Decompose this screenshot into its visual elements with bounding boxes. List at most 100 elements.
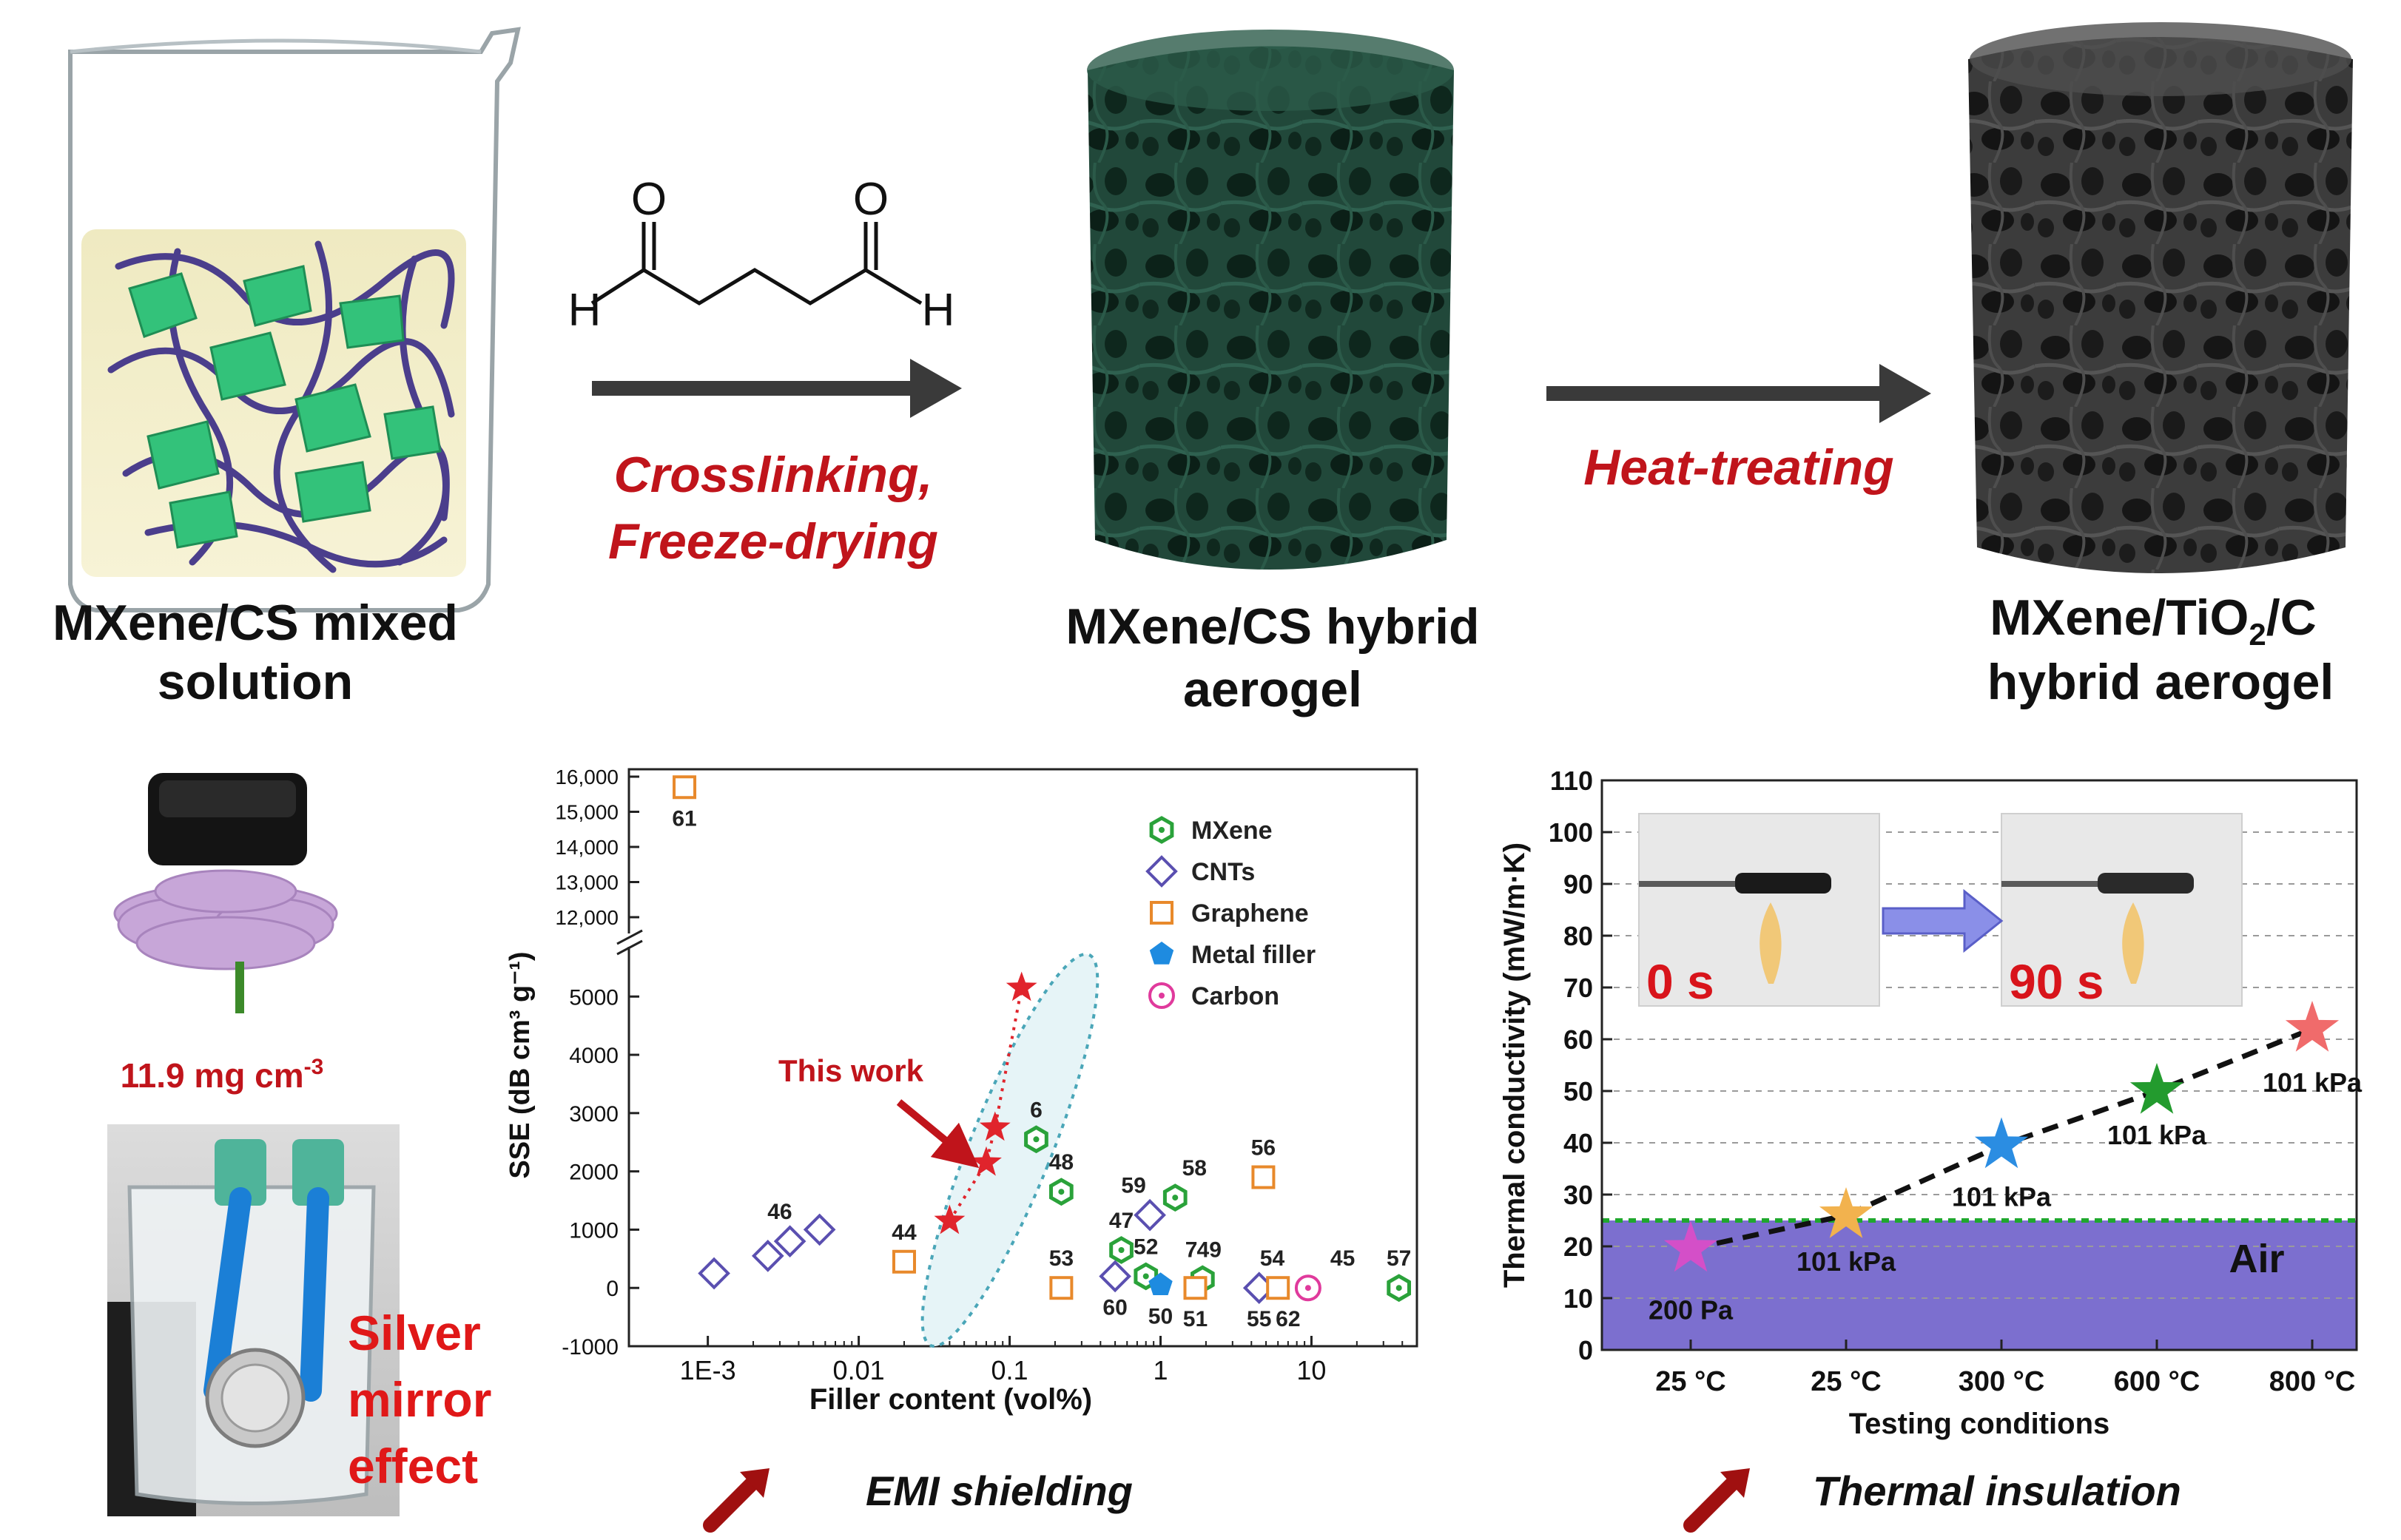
y-tick-label: 90: [1563, 869, 1593, 899]
atom-o-left: O: [631, 174, 667, 225]
x-tick-label: 0.1: [991, 1355, 1028, 1385]
thermal-point-label: 101 kPa: [2263, 1067, 2363, 1098]
point-label: 6: [1030, 1098, 1043, 1122]
mxene-point-center: [1395, 1285, 1402, 1291]
y-tick-label: 4000: [569, 1044, 619, 1068]
y-tick-label: 80: [1563, 921, 1593, 951]
point-label: 54: [1260, 1246, 1285, 1271]
thermal-point: [2285, 1001, 2340, 1052]
thermal-point-label: 101 kPa: [1796, 1246, 1896, 1277]
y-tick-label: 5000: [569, 985, 619, 1010]
thermal-point: [1974, 1117, 2029, 1169]
point-label: 62: [1276, 1307, 1300, 1331]
axis-break-mark: [616, 929, 643, 945]
flame: [1760, 902, 1782, 984]
x-tick-label: 0.01: [833, 1355, 885, 1385]
legend-label: Graphene: [1191, 899, 1309, 928]
y-tick-label: 2000: [569, 1161, 619, 1185]
point-label: 58: [1182, 1156, 1207, 1181]
point-label: 56: [1251, 1136, 1276, 1161]
y-tick-label: 13,000: [555, 871, 619, 894]
point-label: 47: [1109, 1209, 1134, 1233]
legend-label: MXene: [1191, 817, 1273, 845]
step2-label-line2: aerogel: [1183, 661, 1362, 717]
atom-o-right: O: [853, 174, 889, 225]
point-label: 60: [1102, 1295, 1127, 1320]
mxene-point-center: [1058, 1189, 1065, 1195]
silver-mirror-photo: [107, 1124, 400, 1516]
this-work-point: [934, 1204, 966, 1235]
thermal-point-label: 101 kPa: [2107, 1120, 2207, 1150]
thermal-chart: 0 10 20 30 40 50 60 70 80 90 100 110 Air 0 s 90 s 200 P…: [1498, 766, 2363, 1440]
arrow2-label: Heat-treating: [1583, 439, 1893, 496]
step3-label-b: /C: [2266, 590, 2317, 646]
point-label: 53: [1049, 1246, 1074, 1271]
thermal-point: [2129, 1063, 2184, 1114]
thermal-y-axis-label: Thermal conductivity (mW/m·K): [1498, 842, 1531, 1288]
point-label: 7: [1185, 1237, 1198, 1262]
x-tick-label: 10: [1296, 1355, 1326, 1385]
graphene-point: [1251, 1165, 1276, 1189]
mxene-point-center: [1142, 1273, 1149, 1280]
carbon-point-center: [1304, 1285, 1311, 1291]
y-tick-label: 50: [1563, 1076, 1593, 1107]
x-tick-label: 1E-3: [680, 1355, 736, 1385]
point-label: 52: [1134, 1235, 1158, 1259]
graphene-point: [1266, 1276, 1290, 1300]
step3-label-a: MXene/TiO: [1990, 590, 2249, 646]
glutaraldehyde-molecule: [590, 222, 923, 305]
y-tick-label: 14,000: [555, 836, 619, 859]
graphene-point: [1183, 1276, 1208, 1300]
axis-break-mark: [616, 939, 643, 956]
silver-label-line3: effect: [348, 1439, 478, 1493]
density-label: 11.9 mg cm-3: [121, 1055, 324, 1095]
cnts-point: [773, 1225, 806, 1258]
beaker-illustration: [68, 27, 521, 612]
mxene-flakes: [128, 265, 442, 549]
x-tick-label: 600 °C: [2114, 1366, 2200, 1397]
mxene-point-center: [1033, 1136, 1040, 1143]
emi-caption-arrow-icon: [703, 1468, 770, 1533]
this-work-annotation: This work: [778, 1053, 924, 1088]
point-label: 57: [1387, 1246, 1411, 1271]
legend-label: Metal filler: [1191, 941, 1316, 969]
arrow1-label-line2: Freeze-drying: [608, 513, 938, 570]
flame: [2122, 902, 2144, 984]
cnts-point: [698, 1257, 730, 1290]
point-label: 46: [767, 1200, 792, 1224]
mxene-point-center: [1159, 827, 1165, 833]
process-arrow-1: [592, 359, 962, 418]
y-tick-label: 16,000: [555, 766, 619, 788]
emi-y-axis-label: SSE (dB cm³ g⁻¹): [505, 951, 536, 1178]
emi-x-axis-label: Filler content (vol%): [809, 1383, 1092, 1416]
mxene-cs-aerogel: [1087, 30, 1454, 570]
emi-chart: 1E-3 0.01 0.1 1 10 -1000 0 1000 2000 3000 4000 5000…: [505, 766, 1418, 1416]
inset-time-label: 90 s: [2009, 954, 2104, 1009]
metal-filler-point: [1148, 1272, 1173, 1295]
atom-h-right: H: [922, 285, 955, 336]
air-label: Air: [2229, 1237, 2284, 1281]
point-label: 44: [892, 1220, 917, 1245]
y-tick-label: 10: [1563, 1283, 1593, 1314]
x-tick-label: 25 °C: [1811, 1366, 1881, 1397]
y-tick-label: 1000: [569, 1218, 619, 1243]
this-work-point: [1006, 971, 1037, 1002]
cnts-point: [803, 1213, 836, 1246]
x-tick-label: 1: [1153, 1355, 1168, 1385]
carbon-point-center: [1159, 993, 1165, 999]
cnts-point: [1134, 1198, 1166, 1232]
step3-label-line1: MXene/TiO2/C: [1990, 590, 2317, 652]
point-label: 50: [1148, 1304, 1173, 1328]
metal-filler-point: [1149, 942, 1174, 965]
point-label: 49: [1197, 1237, 1222, 1262]
cnts-point: [1145, 855, 1178, 888]
inset-arrow-icon: [1882, 888, 2004, 953]
density-value: 11.9 mg cm: [121, 1056, 304, 1095]
atom-h-left: H: [568, 285, 602, 336]
this-work-arrow: [896, 1099, 980, 1169]
point-label: 55: [1247, 1307, 1271, 1331]
thermal-caption-arrow-icon: [1683, 1468, 1750, 1533]
y-tick-label: 30: [1563, 1180, 1593, 1210]
this-work-highlight: [920, 952, 1100, 1348]
